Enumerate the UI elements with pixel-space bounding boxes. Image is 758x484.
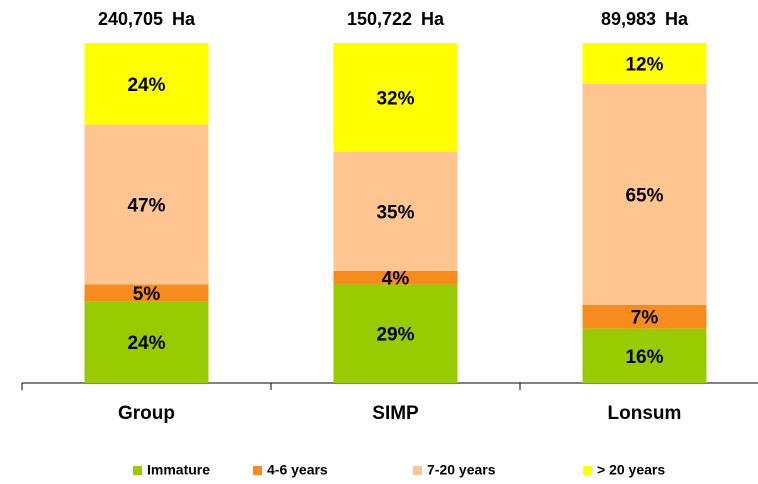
legend-label: Immature [147,462,210,478]
bar-segment [84,284,209,302]
bar-segment [582,304,707,329]
legend-label: 4-6 years [267,462,328,478]
x-tick-label: SIMP [372,403,419,424]
total-label: 89,983 Ha [601,9,689,29]
bar-segment [84,43,209,125]
bar-segment [333,151,458,271]
legend-swatch [133,466,142,475]
bar-segment [582,43,707,84]
bar-segment [84,124,209,285]
bar-segment [84,301,209,383]
legend-swatch [413,466,422,475]
data-label: 35% [376,202,414,223]
data-label: 65% [625,185,663,206]
data-label: 4% [382,269,410,290]
legend-label: > 20 years [597,462,665,478]
x-tick-label: Group [118,403,175,424]
x-tick-label: Lonsum [608,403,682,424]
data-label: 5% [133,284,161,305]
data-label: 12% [625,54,663,75]
data-label: 7% [631,308,659,329]
bar-segment [333,270,458,285]
legend-swatch [583,466,592,475]
data-label: 47% [127,196,165,217]
data-label: 24% [127,75,165,96]
bar-segment [333,284,458,383]
total-label: 240,705 Ha [98,9,196,29]
bar-segment [333,43,458,152]
data-label: 29% [376,325,414,346]
data-label: 16% [625,347,663,368]
legend-label: 7-20 years [427,462,496,478]
data-label: 24% [127,333,165,354]
total-label: 150,722 Ha [347,9,445,29]
data-label: 32% [376,88,414,109]
bar-segment [582,83,707,305]
legend-swatch [253,466,262,475]
bar-segment [582,328,707,383]
